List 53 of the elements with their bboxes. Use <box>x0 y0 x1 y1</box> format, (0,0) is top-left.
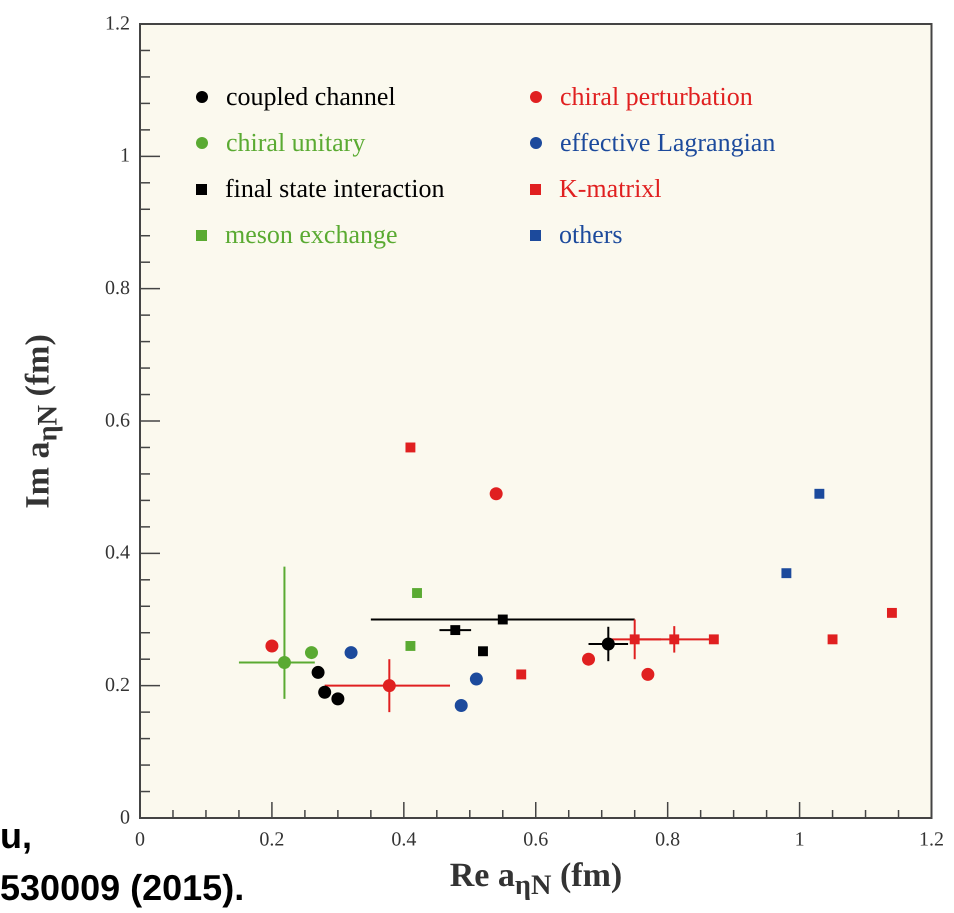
point <box>382 679 396 692</box>
legend-label: others <box>559 220 623 250</box>
point <box>478 646 488 656</box>
legend-label: final state interaction <box>225 174 444 204</box>
x-axis-title: Re a$_{ηN}$ (fm) <box>450 857 622 901</box>
legend-label: K-matrixl <box>559 174 662 204</box>
point <box>641 668 654 681</box>
x-tick-label: 1 <box>794 828 805 850</box>
point <box>602 637 615 650</box>
point <box>781 568 792 578</box>
point <box>278 656 291 670</box>
point <box>412 588 422 598</box>
y-tick-label: 1.2 <box>105 12 130 34</box>
point <box>405 442 416 452</box>
point <box>454 699 468 712</box>
y-tick-label: 0.8 <box>105 276 130 299</box>
x-tick-label: 0.4 <box>391 828 416 850</box>
point <box>331 692 344 706</box>
point <box>405 641 416 651</box>
point <box>470 672 483 686</box>
x-tick-label: 1.2 <box>919 828 944 850</box>
point <box>886 608 897 618</box>
legend-label: effective Lagrangian <box>560 128 776 158</box>
point <box>450 625 460 636</box>
x-tick-label: 0.6 <box>523 828 548 850</box>
y-tick-label: 0.4 <box>105 542 130 564</box>
y-tick-label: 0.2 <box>105 674 130 696</box>
x-tick-label: 0.8 <box>655 828 680 850</box>
point <box>498 614 508 624</box>
x-tick-label: 0 <box>135 828 145 850</box>
legend-label: meson exchange <box>225 220 398 250</box>
text: u, <box>0 815 32 857</box>
point <box>582 652 596 666</box>
point <box>265 639 278 652</box>
point <box>814 488 824 499</box>
text: 530009 (2015). <box>0 867 244 909</box>
point <box>318 686 332 699</box>
y-tick-label: 0 <box>120 806 130 828</box>
point <box>669 634 680 644</box>
point <box>828 634 838 644</box>
point <box>516 669 526 680</box>
y-tick-label: 0.6 <box>105 409 130 432</box>
point <box>630 634 640 644</box>
legend-label: chiral unitary <box>226 128 366 158</box>
point <box>708 634 719 644</box>
point <box>490 487 503 500</box>
x-tick-label: 0.2 <box>259 828 284 850</box>
point <box>344 646 358 660</box>
legend-label: coupled channel <box>226 82 396 112</box>
point <box>312 666 325 679</box>
y-tick-label: 1 <box>120 144 130 167</box>
legend-label: chiral perturbation <box>560 82 753 112</box>
point <box>304 646 318 660</box>
